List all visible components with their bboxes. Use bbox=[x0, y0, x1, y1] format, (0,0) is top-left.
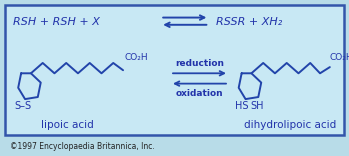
Text: CO₂H: CO₂H bbox=[124, 53, 148, 62]
Text: RSH + RSH + X: RSH + RSH + X bbox=[13, 17, 100, 27]
Text: CO₂H: CO₂H bbox=[330, 53, 349, 62]
Text: reduction: reduction bbox=[175, 59, 224, 68]
Text: oxidation: oxidation bbox=[176, 89, 223, 98]
Text: ©1997 Encyclopaedia Britannica, Inc.: ©1997 Encyclopaedia Britannica, Inc. bbox=[10, 142, 155, 151]
Text: S–S: S–S bbox=[14, 101, 31, 111]
Text: dihydrolipoic acid: dihydrolipoic acid bbox=[244, 120, 336, 130]
Text: HS: HS bbox=[235, 101, 248, 111]
Text: SH: SH bbox=[251, 101, 264, 111]
Text: lipoic acid: lipoic acid bbox=[41, 120, 94, 130]
Text: RSSR + XH₂: RSSR + XH₂ bbox=[216, 17, 282, 27]
